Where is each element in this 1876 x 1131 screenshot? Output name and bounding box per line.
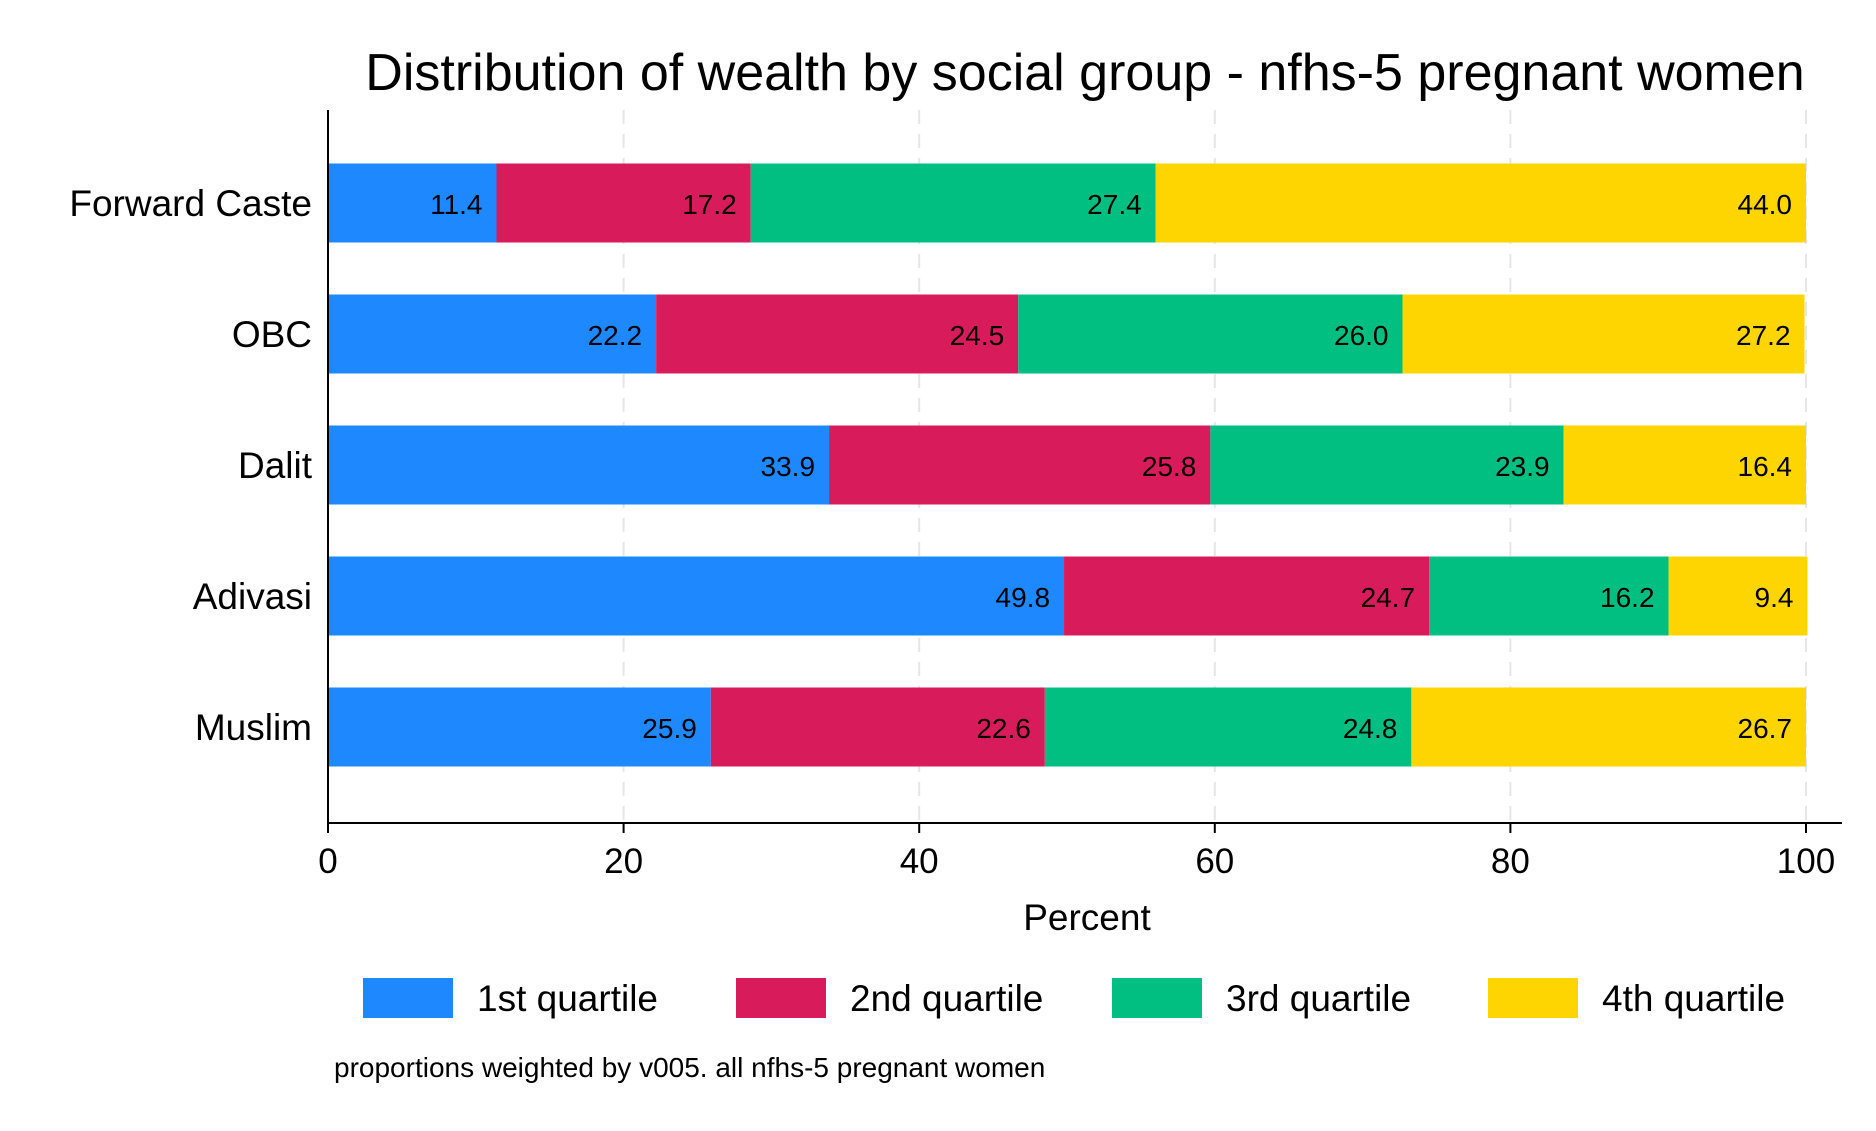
bar-segment xyxy=(328,425,830,505)
data-label: 27.2 xyxy=(1736,320,1791,351)
bar-segment xyxy=(656,294,1019,374)
data-label: 27.4 xyxy=(1087,189,1142,220)
bar-segment xyxy=(1018,294,1403,374)
x-tick-label: 20 xyxy=(604,842,643,881)
legend-label: 1st quartile xyxy=(477,978,658,1019)
category-label: Muslim xyxy=(195,707,312,748)
data-label: 24.8 xyxy=(1343,713,1398,744)
data-label: 44.0 xyxy=(1738,189,1793,220)
data-label: 16.4 xyxy=(1738,451,1793,482)
bar-segment xyxy=(328,687,711,767)
bar-segment xyxy=(1668,556,1808,636)
data-labels: 11.4 17.2 27.4 44.0 22.2 24.5 26.0 27.2 33.9 25.8… xyxy=(430,189,1793,744)
data-label: 11.4 xyxy=(430,189,482,220)
x-tick-label: 0 xyxy=(318,842,337,881)
legend-label: 4th quartile xyxy=(1602,978,1785,1019)
x-tick-label: 80 xyxy=(1491,842,1530,881)
category-label: OBC xyxy=(232,314,312,355)
bar-segment xyxy=(1411,687,1806,767)
category-label: Dalit xyxy=(238,445,313,486)
bar-segment xyxy=(1429,556,1669,636)
legend-swatch xyxy=(363,978,453,1018)
bar-segment xyxy=(1563,425,1806,505)
legend: 1st quartile 2nd quartile 3rd quartile 4th … xyxy=(363,978,1785,1019)
legend-label: 3rd quartile xyxy=(1226,978,1411,1019)
data-label: 26.7 xyxy=(1738,713,1793,744)
data-label: 25.9 xyxy=(642,713,697,744)
bar-segment xyxy=(1155,163,1806,243)
data-label: 24.5 xyxy=(950,320,1005,351)
chart-title: Distribution of wealth by social group -… xyxy=(365,44,1804,102)
bar-segment xyxy=(1044,687,1412,767)
data-label: 24.7 xyxy=(1361,582,1416,613)
legend-label: 2nd quartile xyxy=(850,978,1043,1019)
data-label: 49.8 xyxy=(996,582,1051,613)
bars xyxy=(328,163,1808,767)
data-label: 16.2 xyxy=(1600,582,1655,613)
data-label: 23.9 xyxy=(1495,451,1550,482)
chart-note: proportions weighted by v005. all nfhs-5… xyxy=(334,1052,1045,1083)
bar-segment xyxy=(328,556,1065,636)
category-label: Adivasi xyxy=(193,576,312,617)
data-label: 25.8 xyxy=(1142,451,1197,482)
bar-segment xyxy=(829,425,1211,505)
bar-segment xyxy=(710,687,1045,767)
x-tick-label: 60 xyxy=(1195,842,1234,881)
data-label: 22.6 xyxy=(976,713,1031,744)
x-axis-label: Percent xyxy=(1023,897,1151,938)
bar-segment xyxy=(328,294,657,374)
legend-swatch xyxy=(1112,978,1202,1018)
data-label: 33.9 xyxy=(761,451,816,482)
data-label: 9.4 xyxy=(1755,582,1794,613)
data-label: 26.0 xyxy=(1334,320,1389,351)
bar-segment xyxy=(1402,294,1805,374)
category-label: Forward Caste xyxy=(69,183,312,224)
x-tick-label: 100 xyxy=(1777,842,1835,881)
legend-swatch xyxy=(1488,978,1578,1018)
bar-segment xyxy=(750,163,1156,243)
x-tick-label: 40 xyxy=(900,842,939,881)
bar-segment xyxy=(328,163,497,243)
legend-swatch xyxy=(736,978,826,1018)
data-label: 22.2 xyxy=(588,320,643,351)
bar-segment xyxy=(496,163,751,243)
bar-segment xyxy=(1210,425,1564,505)
axes: Forward Caste OBC Dalit Adivasi Muslim 0 20 40 6… xyxy=(69,110,1842,881)
bar-segment xyxy=(1064,556,1430,636)
data-label: 17.2 xyxy=(682,189,737,220)
